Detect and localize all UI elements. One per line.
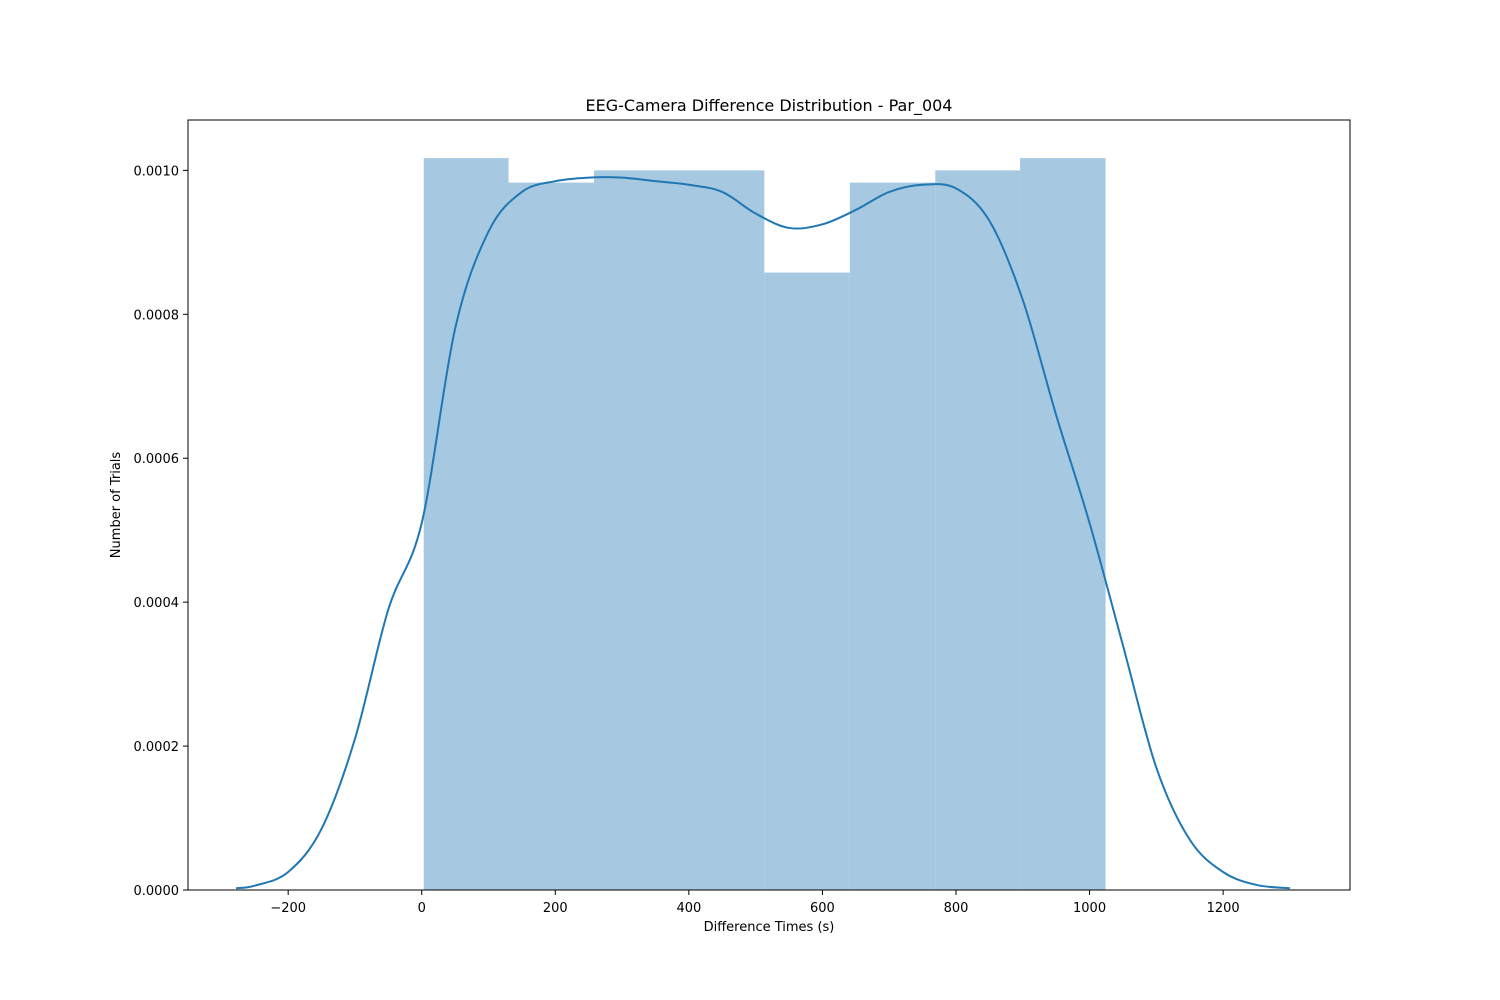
histogram-bars [423,158,1106,890]
x-tick-label: 600 [810,901,835,916]
x-axis-label: Difference Times (s) [704,920,835,935]
y-tick-label: 0.0002 [134,740,180,755]
y-tick-label: 0.0010 [134,164,180,179]
histogram-bar-0 [423,158,509,890]
histogram-bar-3 [679,170,765,890]
y-tick-label: 0.0006 [134,452,180,467]
histogram-bar-2 [594,170,680,890]
kde-layer [235,176,1290,890]
histogram-bar-1 [508,182,595,890]
x-tick-label: 200 [543,901,568,916]
x-tick-label: 1200 [1207,901,1240,916]
histogram-bar-5 [849,182,936,890]
x-tick-label: −200 [270,901,306,916]
y-axis-ticks: 0.0000 0.0002 0.0004 0.0006 0.0008 0.0010 [134,164,188,899]
y-tick-label: 0.0000 [134,884,180,899]
x-tick-label: 400 [676,901,701,916]
kde-line [235,176,1290,890]
plot-frame [187,119,1351,891]
histogram-bar-7 [1020,158,1106,890]
histogram-bar-6 [935,170,1021,890]
y-tick-label: 0.0004 [134,596,180,611]
histogram-bar-4 [764,272,850,890]
x-axis-ticks: −200 0 200 400 600 800 1000 1200 [270,890,1240,916]
x-tick-label: 1000 [1073,901,1106,916]
chart-title: EEG-Camera Difference Distribution - Par… [586,96,953,116]
y-axis-label: Number of Trials [109,452,124,559]
x-tick-label: 800 [944,901,969,916]
y-tick-label: 0.0008 [134,308,180,323]
x-tick-label: 0 [418,901,426,916]
